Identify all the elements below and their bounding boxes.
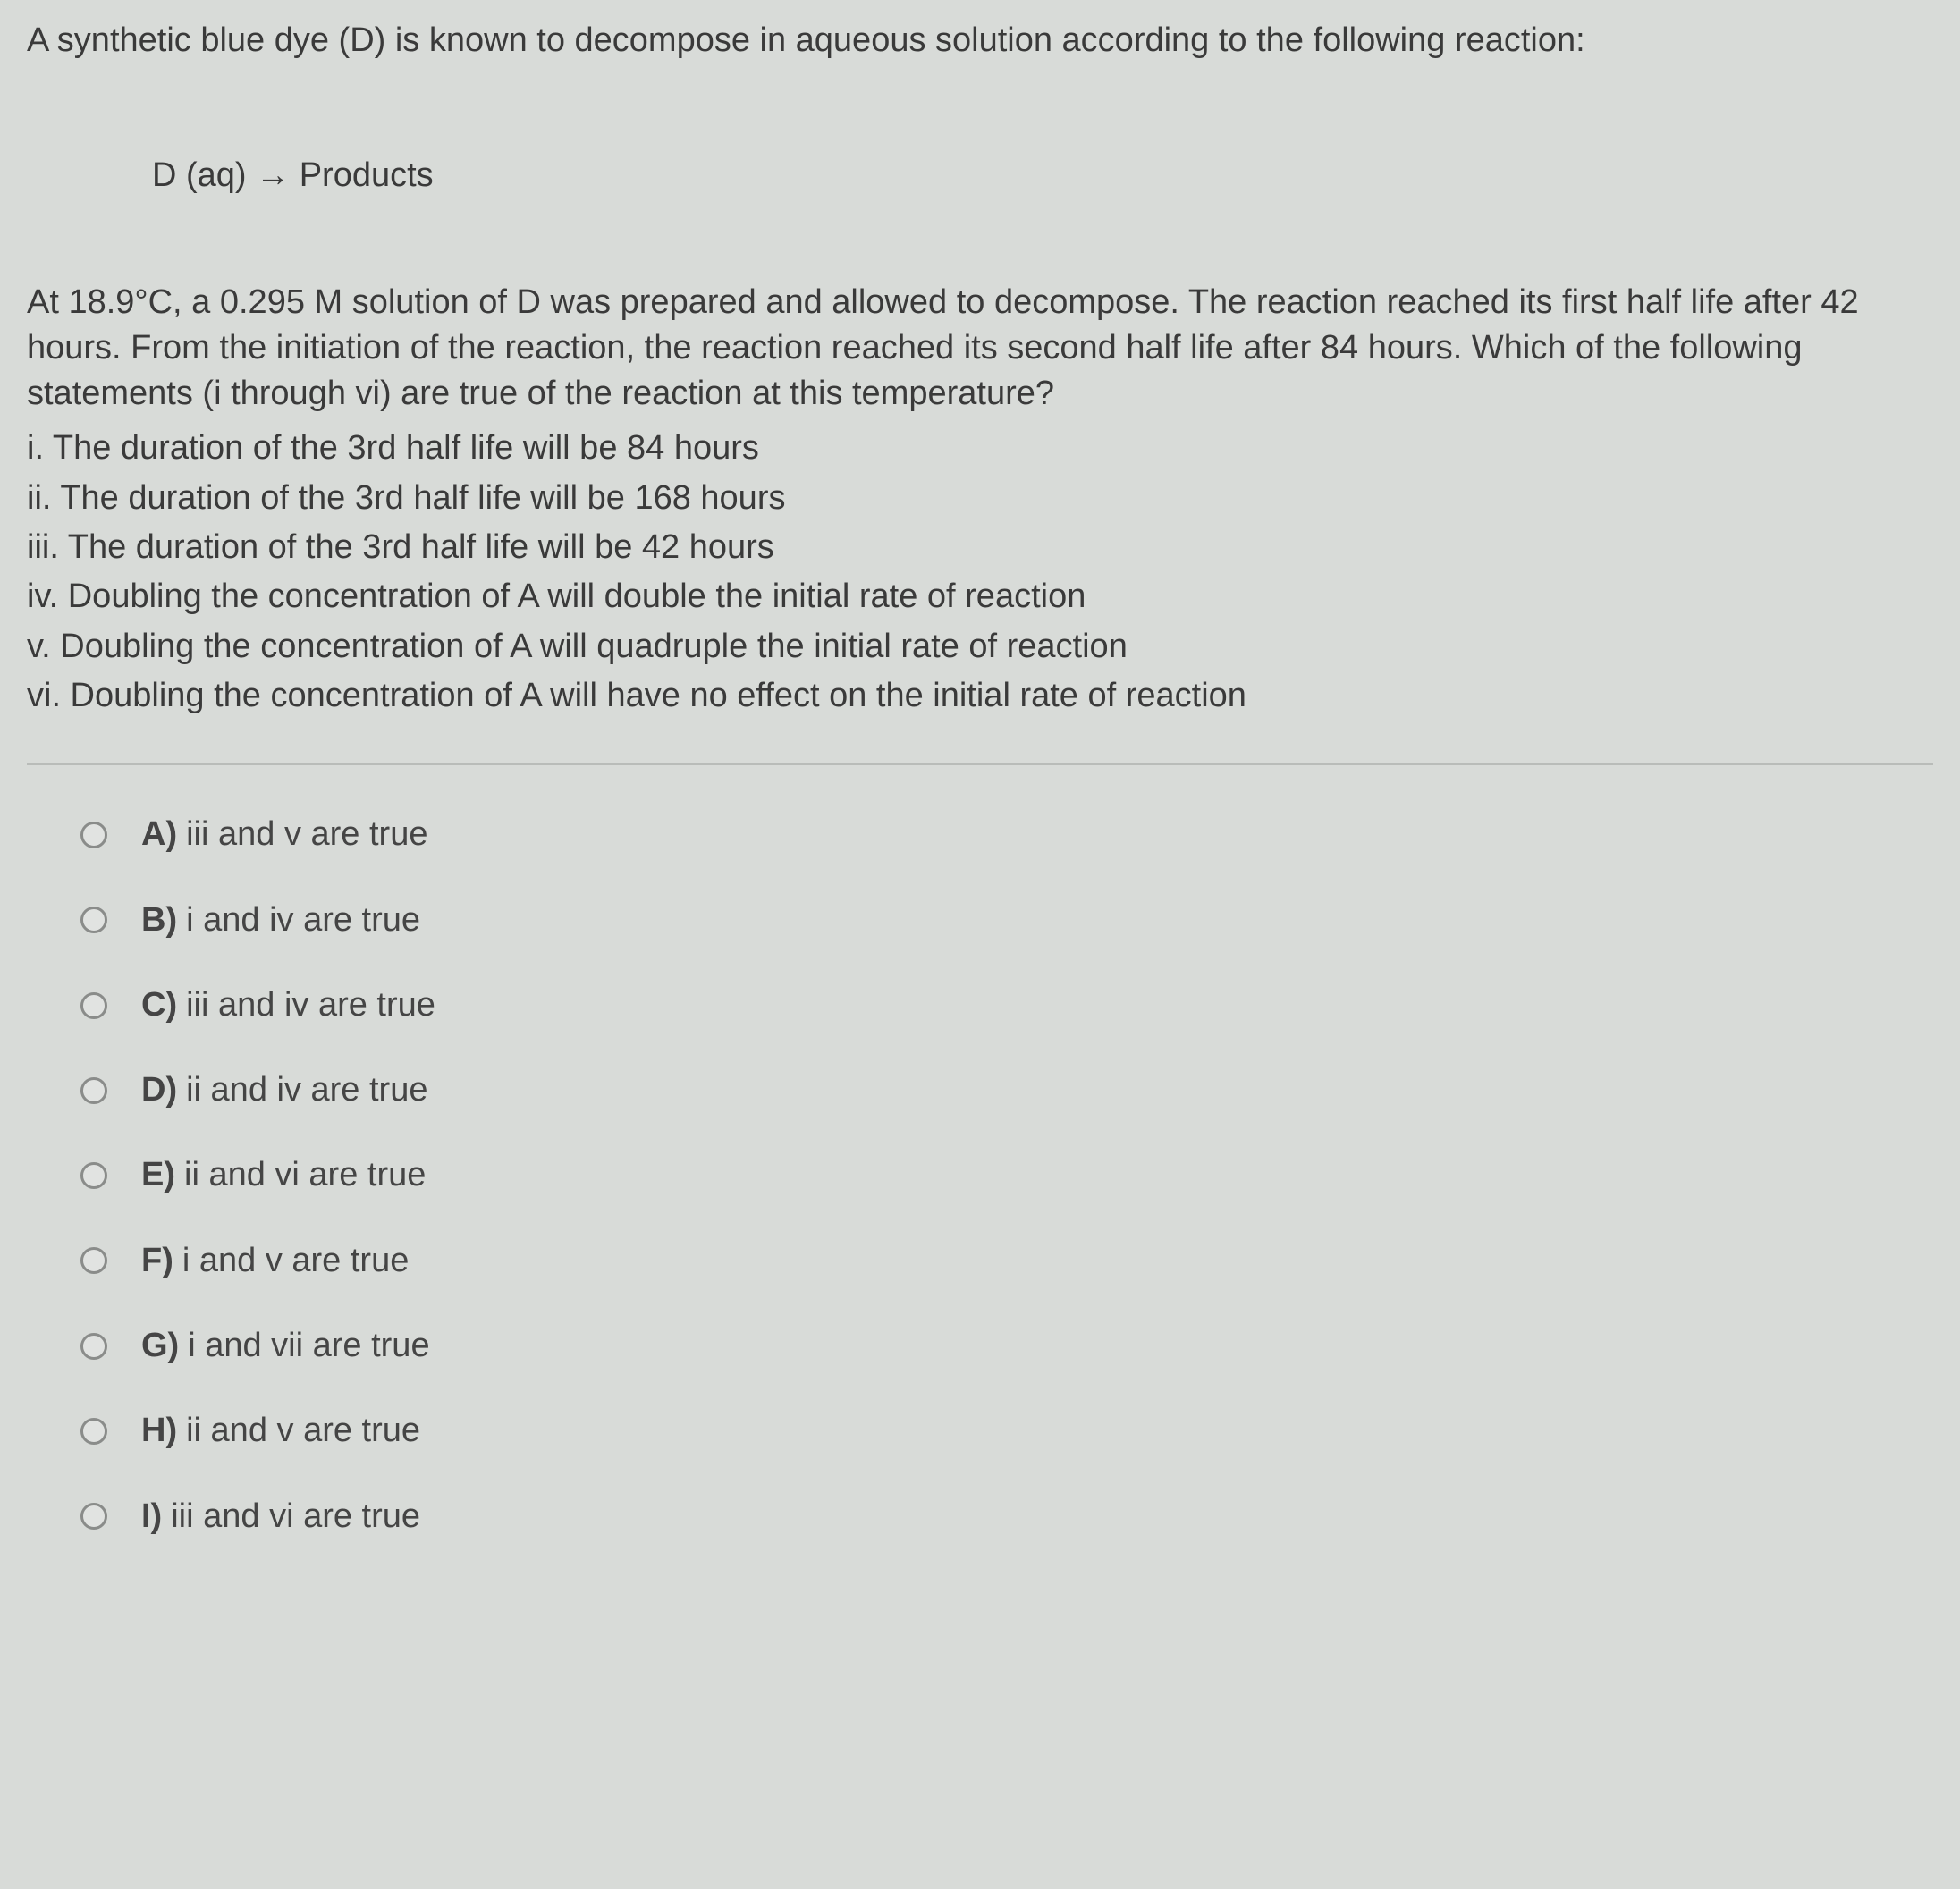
answers-list: A) iii and v are true B) i and iv are tr… [27,763,1933,1559]
answer-option-c[interactable]: C) iii and iv are true [80,963,1933,1048]
answer-label: D) [141,1067,177,1113]
answer-label: C) [141,982,177,1028]
radio-icon[interactable] [80,1503,107,1530]
answer-label: H) [141,1408,177,1454]
statements-list: i. The duration of the 3rd half life wil… [27,426,1933,719]
answer-label: E) [141,1152,175,1198]
answer-text: iii and vi are true [171,1494,420,1539]
answer-text: iii and v are true [186,812,427,857]
radio-icon[interactable] [80,907,107,933]
answer-text: ii and v are true [186,1408,420,1454]
statement-item: ii. The duration of the 3rd half life wi… [27,476,1933,521]
question-container: A synthetic blue dye (D) is known to dec… [0,0,1960,1586]
answer-option-a[interactable]: A) iii and v are true [80,792,1933,877]
answer-text: i and v are true [182,1238,409,1284]
statement-item: i. The duration of the 3rd half life wil… [27,426,1933,471]
answer-text: i and vii are true [188,1323,429,1369]
answer-option-e[interactable]: E) ii and vi are true [80,1133,1933,1218]
question-body: At 18.9°C, a 0.295 M solution of D was p… [27,280,1933,417]
radio-icon[interactable] [80,1418,107,1445]
answer-label: F) [141,1238,173,1284]
radio-icon[interactable] [80,1077,107,1104]
answer-text: i and iv are true [186,898,420,943]
answer-option-g[interactable]: G) i and vii are true [80,1303,1933,1388]
answer-text: ii and iv are true [186,1067,427,1113]
answer-option-i[interactable]: I) iii and vi are true [80,1474,1933,1559]
answer-label: A) [141,812,177,857]
radio-icon[interactable] [80,822,107,848]
answer-text: ii and vi are true [184,1152,426,1198]
answer-label: B) [141,898,177,943]
statement-item: vi. Doubling the concentration of A will… [27,673,1933,719]
answer-label: G) [141,1323,179,1369]
answer-label: I) [141,1494,162,1539]
radio-icon[interactable] [80,1162,107,1189]
answer-text: iii and iv are true [186,982,435,1028]
reaction-equation: D (aq) → Products [27,72,1933,279]
statement-item: iv. Doubling the concentration of A will… [27,574,1933,620]
question-stem: A synthetic blue dye (D) is known to dec… [27,18,1933,719]
statement-item: iii. The duration of the 3rd half life w… [27,525,1933,570]
radio-icon[interactable] [80,992,107,1019]
question-intro: A synthetic blue dye (D) is known to dec… [27,18,1933,63]
answer-option-f[interactable]: F) i and v are true [80,1219,1933,1303]
radio-icon[interactable] [80,1247,107,1274]
answer-option-b[interactable]: B) i and iv are true [80,878,1933,963]
answer-option-d[interactable]: D) ii and iv are true [80,1048,1933,1133]
statement-item: v. Doubling the concentration of A will … [27,624,1933,670]
radio-icon[interactable] [80,1333,107,1360]
answer-option-h[interactable]: H) ii and v are true [80,1388,1933,1473]
